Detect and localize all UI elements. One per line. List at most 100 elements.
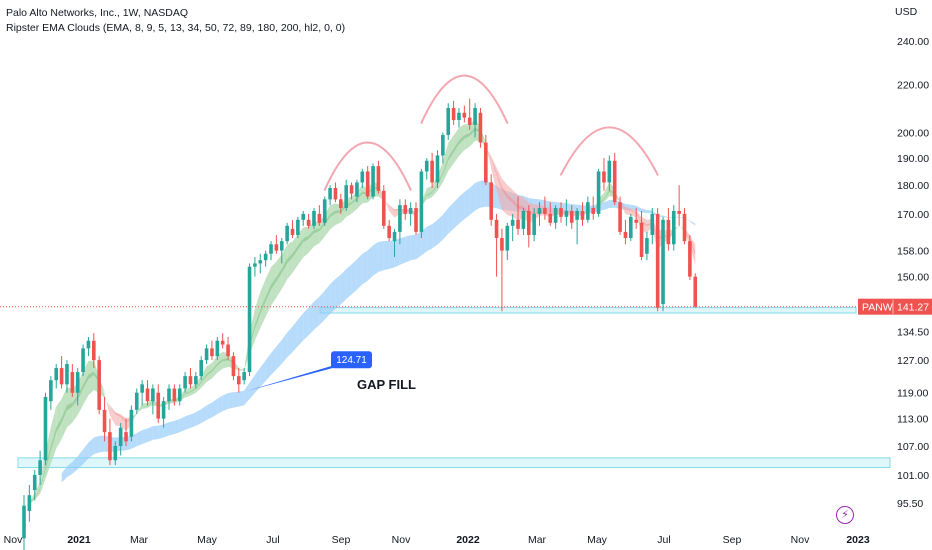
candle-body xyxy=(526,210,531,235)
candle-up xyxy=(32,469,37,501)
candle-down xyxy=(188,368,193,389)
candle-up xyxy=(215,336,220,361)
lightning-icon[interactable]: ⚡ xyxy=(836,506,854,524)
ema-cloud-8-9 xyxy=(185,391,191,395)
ema-cloud-34-50 xyxy=(383,240,390,271)
ema-cloud-5-13 xyxy=(45,426,51,479)
ema-cloud-5-13 xyxy=(426,186,433,200)
candle-body xyxy=(575,210,579,220)
candle-body xyxy=(27,495,32,511)
ema-cloud-34-50 xyxy=(426,224,433,252)
candle-body xyxy=(655,213,660,308)
candle-body xyxy=(167,388,171,402)
candle-up xyxy=(398,199,402,245)
candle-up xyxy=(113,441,118,466)
candle-body xyxy=(629,216,633,239)
candle-body xyxy=(435,155,440,183)
ema-cloud-34-50 xyxy=(405,235,411,263)
ema-cloud-34-50 xyxy=(437,214,443,245)
ema-cloud-8-9 xyxy=(72,395,78,407)
ema-cloud-34-50 xyxy=(66,461,73,478)
ema-cloud-34-50 xyxy=(174,418,180,435)
callout-pointer xyxy=(246,365,343,392)
candle-up xyxy=(344,179,348,211)
candle-body xyxy=(677,210,681,214)
candle-down xyxy=(559,202,563,223)
candle-up xyxy=(328,185,332,206)
ema-cloud-34-50 xyxy=(469,182,476,216)
ema-cloud-34-50 xyxy=(475,180,481,211)
candle-down xyxy=(516,196,520,235)
ema-cloud-5-13 xyxy=(287,241,293,280)
ema-cloud-8-9 xyxy=(238,367,245,369)
ema-cloud-5-13 xyxy=(104,394,110,416)
y-tick-label: 95.50 xyxy=(897,498,923,510)
candle-down xyxy=(414,202,418,235)
ema-cloud-8-9 xyxy=(448,148,454,161)
ema-cloud-34-50 xyxy=(689,220,696,226)
candle-body xyxy=(473,107,477,125)
ema-cloud-8-9 xyxy=(432,183,438,194)
x-tick-label: May xyxy=(197,534,218,546)
candle-down xyxy=(467,98,472,130)
ema-cloud-34-50 xyxy=(464,187,470,220)
ema-cloud-34-50 xyxy=(410,234,417,261)
candle-down xyxy=(226,336,230,361)
y-tick-label: 190.00 xyxy=(897,153,929,165)
ema-cloud-34-50 xyxy=(442,207,449,240)
candle-body xyxy=(446,107,451,135)
ema-cloud-8-9 xyxy=(303,235,309,243)
y-tick-label: 180.00 xyxy=(897,180,929,192)
x-tick-label: Sep xyxy=(332,534,351,546)
ema-cloud-34-50 xyxy=(249,374,255,400)
ema-cloud-8-9 xyxy=(330,210,336,218)
candle-body xyxy=(349,185,354,194)
candle-body xyxy=(97,360,101,410)
candle-body xyxy=(462,112,467,118)
candle-body xyxy=(671,210,676,245)
candle-down xyxy=(376,160,381,194)
candle-down xyxy=(500,228,504,312)
candle-up xyxy=(661,216,665,312)
ema-cloud-5-13 xyxy=(351,191,357,214)
y-tick-label: 134.50 xyxy=(897,326,929,338)
ema-cloud-5-13 xyxy=(416,202,422,219)
candle-body xyxy=(650,213,655,235)
candle-body xyxy=(618,202,622,232)
candle-down xyxy=(210,340,214,361)
ema-cloud-8-9 xyxy=(56,417,62,434)
y-tick-label: 240.00 xyxy=(897,36,929,48)
ema-cloud-5-13 xyxy=(673,225,680,232)
candle-body xyxy=(312,210,316,226)
candle-down xyxy=(451,100,456,125)
candle-body xyxy=(269,244,273,254)
ema-cloud-34-50 xyxy=(163,422,169,438)
indicator-legend: Ripster EMA Clouds (EMA, 8, 9, 5, 13, 34… xyxy=(6,22,346,34)
candle-body xyxy=(537,208,542,214)
ema-cloud-8-9 xyxy=(254,309,261,329)
candle-body xyxy=(86,340,91,349)
candle-body xyxy=(682,213,687,242)
candle-up xyxy=(671,205,676,251)
candle-body xyxy=(553,208,558,223)
candle-body xyxy=(414,208,418,232)
candle-up xyxy=(505,222,510,261)
ema-cloud-8-9 xyxy=(271,276,277,290)
ema-cloud-8-9 xyxy=(308,230,314,240)
candle-up xyxy=(360,168,365,189)
candle-down xyxy=(274,234,279,254)
candle-body xyxy=(172,388,177,402)
candle-up xyxy=(118,423,123,456)
candle-body xyxy=(666,219,671,245)
ema-cloud-34-50 xyxy=(265,353,272,382)
candle-body xyxy=(210,348,214,357)
candle-body xyxy=(188,376,193,385)
candle-body xyxy=(253,263,257,267)
candle-up xyxy=(285,222,289,245)
candle-body xyxy=(151,388,155,402)
candle-body xyxy=(355,182,359,197)
candle-body xyxy=(237,376,241,385)
head-shoulders-arcs xyxy=(323,74,659,191)
ema-cloud-5-13 xyxy=(195,375,202,393)
